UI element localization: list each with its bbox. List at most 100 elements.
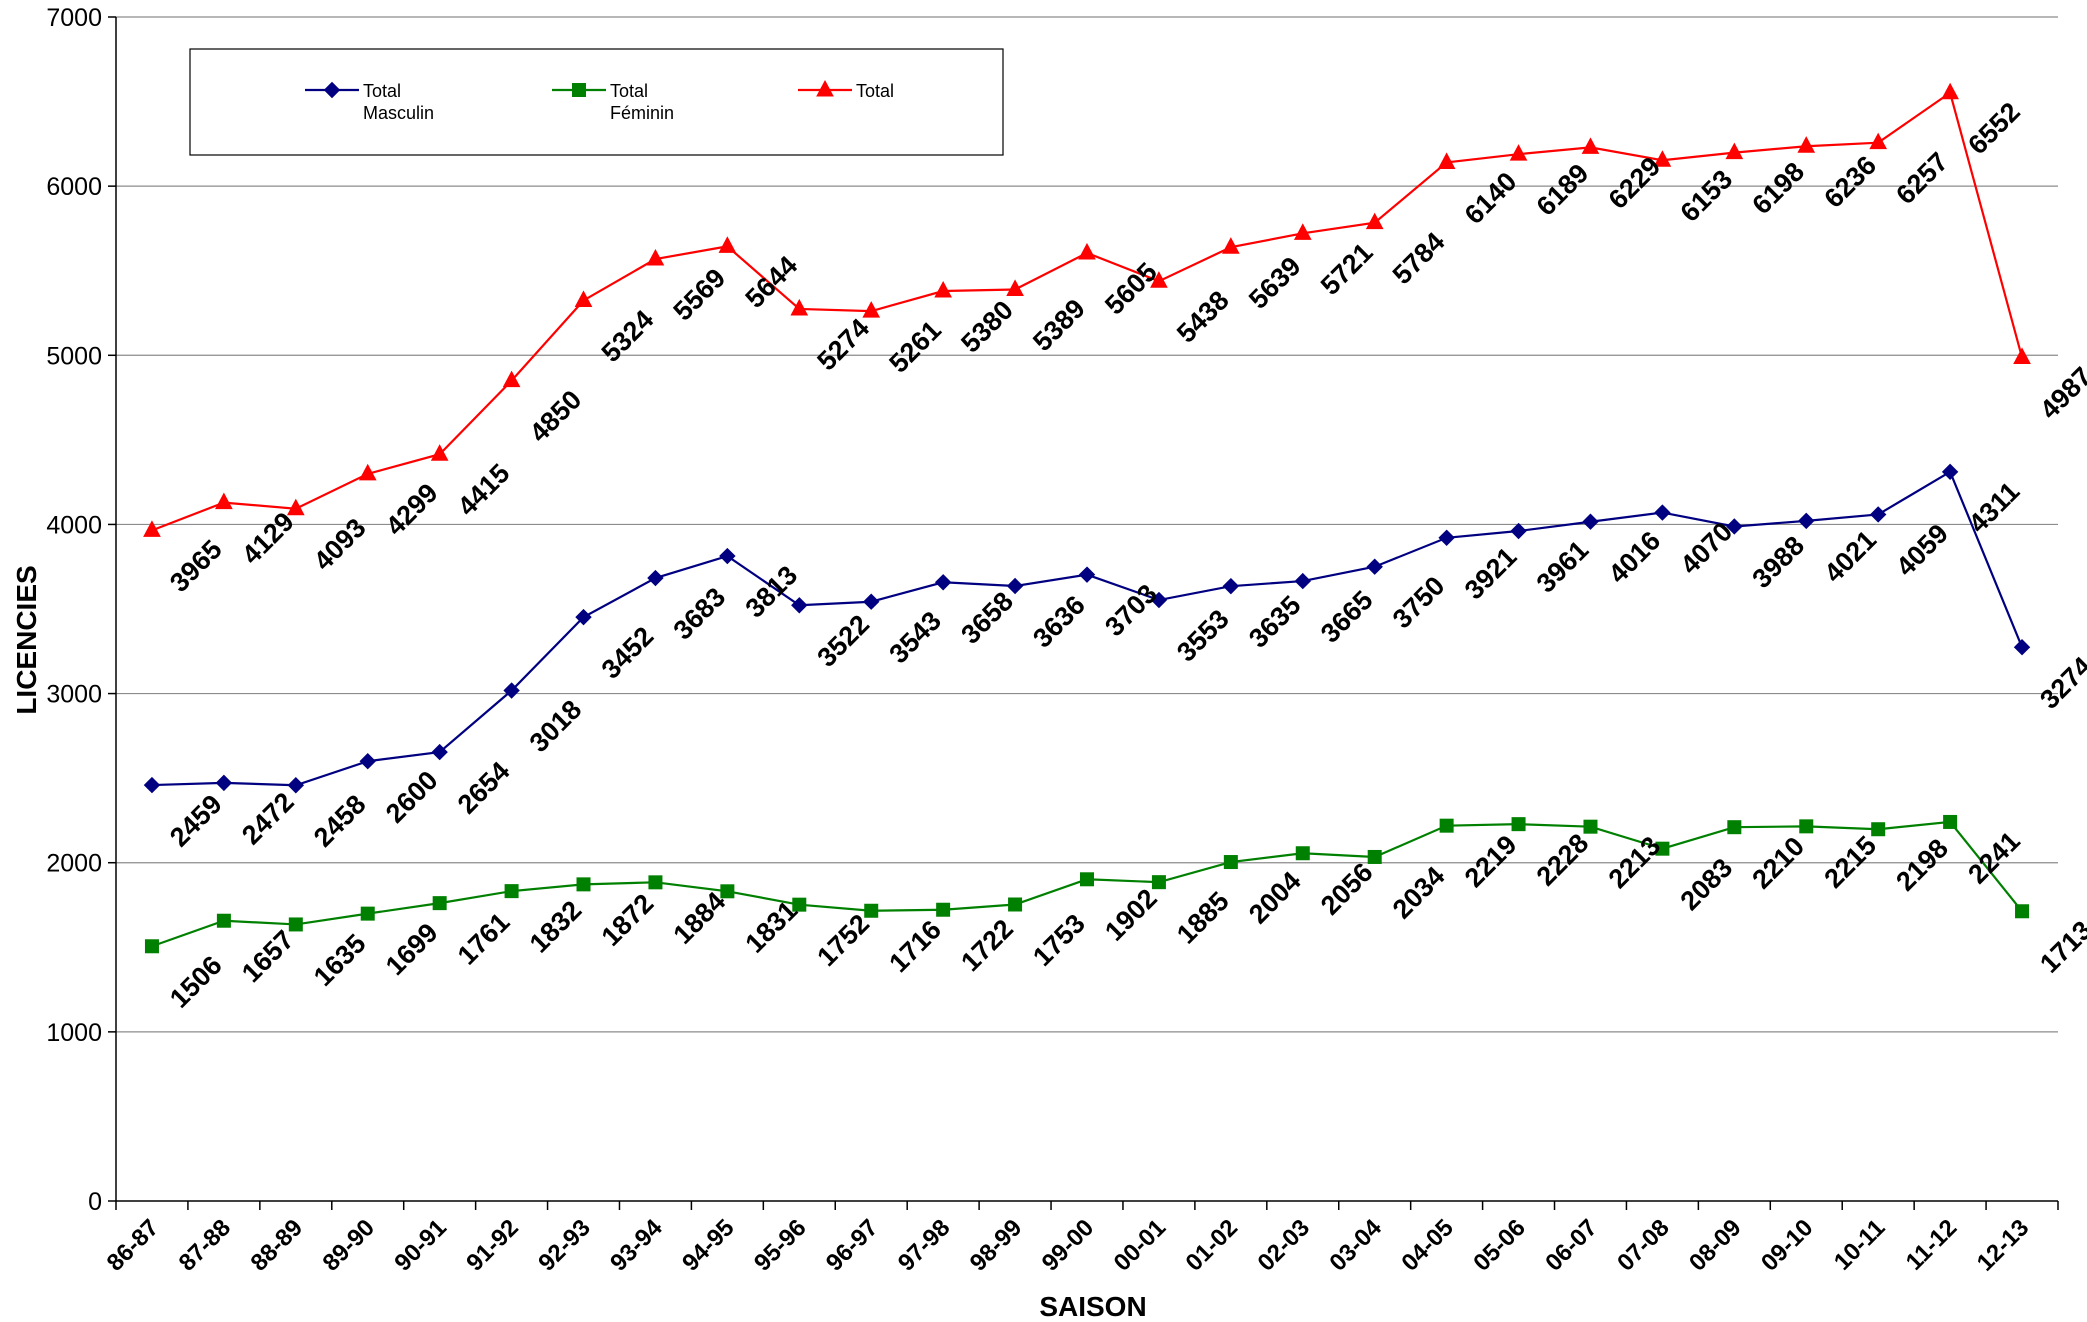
data-label: 2459 <box>164 789 228 853</box>
data-point-diamond <box>863 593 880 610</box>
x-tick-label: 92-93 <box>533 1214 596 1277</box>
data-point-triangle <box>1150 271 1168 288</box>
data-point-square <box>648 875 663 890</box>
data-label: 4850 <box>524 384 588 448</box>
data-point-square <box>572 83 586 97</box>
data-point-diamond <box>1798 512 1815 530</box>
data-label: 3813 <box>740 560 804 624</box>
data-label: 1832 <box>524 895 588 959</box>
data-point-triangle <box>1581 137 1600 154</box>
data-point-diamond <box>2013 639 2031 656</box>
data-label: 4129 <box>236 506 300 570</box>
series-layer <box>143 82 2031 954</box>
data-label: 5639 <box>1243 251 1307 315</box>
data-label: 3961 <box>1531 535 1595 599</box>
data-point-triangle <box>1869 132 1888 150</box>
legend-label: Total <box>610 81 648 101</box>
data-label: 3553 <box>1171 604 1235 668</box>
data-label: 6140 <box>1459 166 1523 230</box>
data-point-triangle <box>718 236 737 253</box>
data-label: 5274 <box>811 313 875 377</box>
data-point-triangle <box>1437 152 1456 169</box>
x-tick-label: 99-00 <box>1037 1214 1100 1277</box>
data-point-triangle <box>286 498 305 516</box>
data-label: 1885 <box>1171 886 1235 950</box>
series-line <box>151 470 2024 787</box>
data-point-diamond <box>1941 463 1959 481</box>
data-point-triangle <box>143 520 161 537</box>
data-point-triangle <box>430 444 449 461</box>
data-point-triangle <box>358 463 377 481</box>
data-point-triangle <box>1653 150 1672 167</box>
y-tick-label: 4000 <box>46 511 102 539</box>
data-label: 6189 <box>1531 158 1595 222</box>
data-point-square <box>216 913 231 928</box>
legend-label: Total <box>856 81 894 101</box>
data-point-triangle <box>816 79 834 97</box>
legend-label: Masculin <box>363 103 434 123</box>
y-axis-title: LICENCIES <box>11 565 42 714</box>
data-point-diamond <box>719 547 736 565</box>
data-point-triangle <box>2013 347 2031 364</box>
x-tick-label: 88-89 <box>246 1214 309 1277</box>
x-tick-label: 05-06 <box>1468 1214 1531 1277</box>
data-point-diamond <box>934 574 952 591</box>
data-label: 2219 <box>1459 829 1523 893</box>
data-point-diamond <box>1510 522 1527 540</box>
x-tick-label: 90-91 <box>389 1214 452 1277</box>
data-point-square <box>1583 819 1598 834</box>
data-label: 3703 <box>1099 578 1163 642</box>
data-point-triangle <box>1222 237 1240 254</box>
data-point-diamond <box>1438 529 1455 546</box>
data-label: 5569 <box>668 263 732 327</box>
data-label: 1635 <box>308 928 372 992</box>
data-point-diamond <box>1078 566 1096 583</box>
data-point-diamond <box>1366 558 1383 575</box>
y-tick-label: 6000 <box>46 173 102 201</box>
data-point-diamond <box>323 81 341 99</box>
data-point-diamond <box>143 776 161 794</box>
data-label: 3274 <box>2034 651 2087 715</box>
data-point-square <box>1080 872 1094 887</box>
series-triangle <box>143 82 2031 537</box>
data-point-square <box>1439 818 1454 833</box>
data-point-square <box>936 902 951 917</box>
data-point-triangle <box>1293 223 1312 240</box>
data-label: 5784 <box>1387 226 1451 290</box>
data-point-triangle <box>215 492 233 510</box>
data-point-triangle <box>1365 212 1384 230</box>
data-label: 4093 <box>308 512 372 576</box>
data-point-square <box>1943 814 1958 829</box>
data-label: 1716 <box>883 915 947 979</box>
x-tick-label: 10-11 <box>1829 1214 1891 1276</box>
x-tick-label: 06-07 <box>1540 1214 1603 1277</box>
data-point-square <box>1151 875 1166 890</box>
data-point-triangle <box>862 301 881 318</box>
x-tick-label: 00-01 <box>1109 1214 1172 1277</box>
data-point-triangle <box>1006 279 1024 296</box>
data-label: 1902 <box>1099 883 1163 947</box>
legend-label: Féminin <box>610 103 674 123</box>
data-label: 3522 <box>811 609 875 673</box>
data-label: 4987 <box>2034 361 2087 425</box>
data-label: 1761 <box>452 907 516 971</box>
data-point-square <box>576 877 591 892</box>
data-point-diamond <box>215 774 233 792</box>
x-axis-title: SAISON <box>1039 1291 1146 1322</box>
data-point-diamond <box>1726 518 1743 535</box>
data-label: 5721 <box>1315 237 1379 301</box>
data-point-triangle <box>1725 142 1744 160</box>
x-tick-label: 04-05 <box>1396 1214 1459 1277</box>
data-label: 3750 <box>1387 571 1451 635</box>
data-point-square <box>1511 817 1526 832</box>
legend-item: Total <box>798 79 894 101</box>
data-point-square <box>864 903 879 918</box>
x-tick-label: 97-98 <box>893 1214 956 1277</box>
data-label: 1753 <box>1027 908 1091 972</box>
x-tick-label: 02-03 <box>1253 1214 1316 1277</box>
data-point-square <box>288 917 303 932</box>
data-point-triangle <box>574 290 593 307</box>
data-label: 2472 <box>236 787 300 851</box>
data-label: 4311 <box>1963 476 2026 539</box>
